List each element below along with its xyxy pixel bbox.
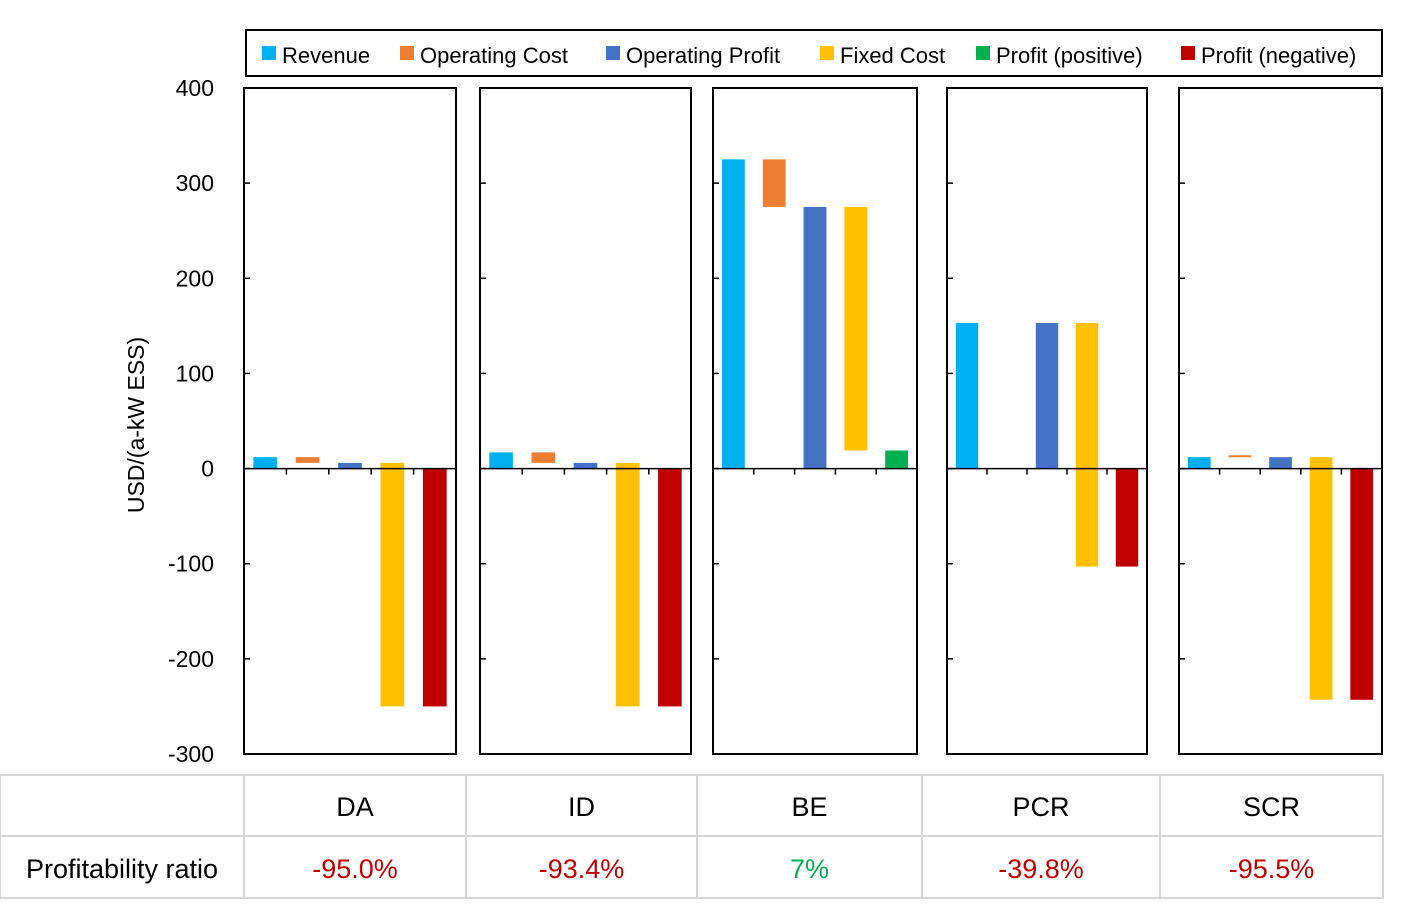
market-label-id: ID [568, 792, 595, 822]
panel-frame [243, 87, 457, 755]
legend-label-profit-positive: Profit (positive) [996, 43, 1143, 68]
bar-scr-operating-cost [1228, 455, 1252, 458]
y-axis: 400 300 200 100 0 -100 -200 -300 [168, 75, 214, 767]
panel-id [479, 87, 692, 755]
panel-da [243, 87, 457, 755]
bar-scr-fixed-cost [1309, 457, 1333, 700]
y-tick-label: -300 [168, 741, 214, 767]
legend-label-fixed-cost: Fixed Cost [840, 43, 945, 68]
legend-swatch-profit-positive [976, 46, 990, 60]
bar-da-revenue [253, 457, 278, 469]
bar-pcr-profit-negative [1115, 468, 1139, 567]
ratio-value-da: -95.0% [312, 854, 398, 884]
profitability-table: Profitability ratio DA -95.0% ID -93.4% BE 7% P… [0, 774, 1384, 899]
panel-frame [946, 87, 1148, 755]
market-label-scr: SCR [1243, 792, 1300, 822]
bar-be-profit-positive [885, 450, 909, 469]
bar-be-operating-profit [803, 206, 827, 469]
legend-swatch-profit-negative [1181, 46, 1195, 60]
y-tick-label: 400 [176, 75, 214, 101]
y-tick-label: 200 [176, 265, 214, 291]
legend-swatch-operating-cost [400, 46, 414, 60]
bar-id-revenue [489, 452, 513, 469]
legend-swatch-operating-profit [606, 46, 620, 60]
y-tick-label: -200 [168, 646, 214, 672]
bar-be-revenue [721, 159, 745, 469]
bar-da-operating-cost [295, 457, 320, 463]
legend-swatch-revenue [262, 46, 276, 60]
bar-scr-profit-negative [1350, 468, 1374, 700]
y-tick-label: 100 [176, 360, 214, 386]
market-label-da: DA [336, 792, 374, 822]
y-axis-label: USD/(a-kW ESS) [123, 337, 149, 513]
bar-id-operating-profit [573, 462, 598, 469]
panel-pcr [946, 87, 1148, 755]
market-label-be: BE [791, 792, 827, 822]
ratio-value-scr: -95.5% [1229, 854, 1315, 884]
legend-label-operating-cost: Operating Cost [420, 43, 568, 68]
ratio-value-be: 7% [790, 854, 829, 884]
bar-id-profit-negative [658, 468, 682, 707]
y-tick-label: 0 [201, 456, 214, 482]
bar-da-fixed-cost [380, 462, 405, 707]
bar-id-operating-cost [531, 452, 556, 463]
ratio-value-id: -93.4% [539, 854, 625, 884]
bar-be-operating-cost [762, 159, 786, 207]
bar-scr-revenue [1187, 457, 1211, 469]
panel-frame [479, 87, 692, 755]
bar-scr-operating-profit [1269, 457, 1292, 469]
bar-be-fixed-cost [844, 206, 868, 451]
panel-scr [1178, 87, 1383, 755]
y-tick-label: 300 [176, 170, 214, 196]
bar-da-operating-profit [338, 462, 362, 469]
chart-panels [243, 87, 1383, 755]
table-row-header: Profitability ratio [26, 854, 218, 884]
bar-pcr-revenue [955, 323, 979, 469]
legend-swatch-fixed-cost [820, 46, 834, 60]
bar-id-fixed-cost [615, 462, 640, 707]
legend-label-revenue: Revenue [282, 43, 370, 68]
ratio-value-pcr: -39.8% [998, 854, 1084, 884]
market-label-pcr: PCR [1012, 792, 1069, 822]
bar-pcr-operating-profit [1035, 323, 1059, 469]
legend-label-operating-profit: Operating Profit [626, 43, 780, 68]
bar-da-profit-negative [422, 468, 447, 707]
legend: Revenue Operating Cost Operating Profit Fix… [245, 29, 1383, 77]
panel-be [712, 87, 918, 755]
panel-frame [1178, 87, 1383, 755]
legend-label-profit-negative: Profit (negative) [1201, 43, 1356, 68]
y-tick-label: -100 [168, 551, 214, 577]
bar-pcr-fixed-cost [1075, 323, 1099, 567]
